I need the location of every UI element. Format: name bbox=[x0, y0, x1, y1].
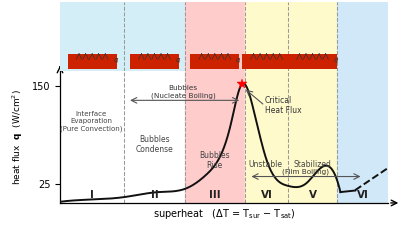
Bar bbox=[245, 2, 288, 71]
FancyBboxPatch shape bbox=[190, 54, 240, 69]
Bar bbox=[60, 2, 124, 71]
Bar bbox=[337, 2, 388, 71]
Text: (Film Boiling): (Film Boiling) bbox=[282, 169, 330, 175]
Text: VI: VI bbox=[356, 190, 368, 200]
X-axis label: superheat   ($\Delta$T = T$_{\sf sur}$ $-$ T$_{\sf sat}$): superheat ($\Delta$T = T$_{\sf sur}$ $-$… bbox=[153, 207, 295, 221]
Text: q: q bbox=[288, 57, 292, 63]
Bar bbox=[288, 71, 337, 203]
Text: Bubbles
(Nucleate Boiling): Bubbles (Nucleate Boiling) bbox=[151, 85, 215, 99]
Bar bbox=[124, 2, 185, 71]
Text: II: II bbox=[150, 190, 158, 200]
Text: VI: VI bbox=[261, 190, 272, 200]
Text: Interface
Evaporation
(Pure Convection): Interface Evaporation (Pure Convection) bbox=[60, 111, 122, 132]
Text: q: q bbox=[176, 57, 180, 63]
Bar bbox=[288, 2, 337, 71]
Text: heat flux  $\mathbf{q}$  (W/cm$^2$): heat flux $\mathbf{q}$ (W/cm$^2$) bbox=[10, 89, 24, 185]
FancyBboxPatch shape bbox=[288, 54, 337, 69]
Text: Unstable: Unstable bbox=[249, 160, 283, 169]
Bar bbox=[185, 2, 245, 71]
Bar bbox=[185, 71, 245, 203]
FancyBboxPatch shape bbox=[242, 54, 291, 69]
Text: V: V bbox=[308, 190, 316, 200]
Text: III: III bbox=[209, 190, 221, 200]
Bar bbox=[337, 71, 388, 203]
Text: q: q bbox=[334, 57, 338, 63]
Text: q: q bbox=[236, 57, 241, 63]
Text: Critical
Heat Flux: Critical Heat Flux bbox=[265, 96, 302, 115]
Text: Bubbles
Condense: Bubbles Condense bbox=[136, 135, 173, 154]
Bar bbox=[245, 71, 288, 203]
Text: I: I bbox=[90, 190, 94, 200]
FancyBboxPatch shape bbox=[68, 54, 117, 69]
FancyBboxPatch shape bbox=[130, 54, 179, 69]
Text: q: q bbox=[114, 57, 118, 63]
Text: Bubbles
Rise: Bubbles Rise bbox=[200, 151, 230, 170]
Text: Stabilized: Stabilized bbox=[294, 160, 332, 169]
